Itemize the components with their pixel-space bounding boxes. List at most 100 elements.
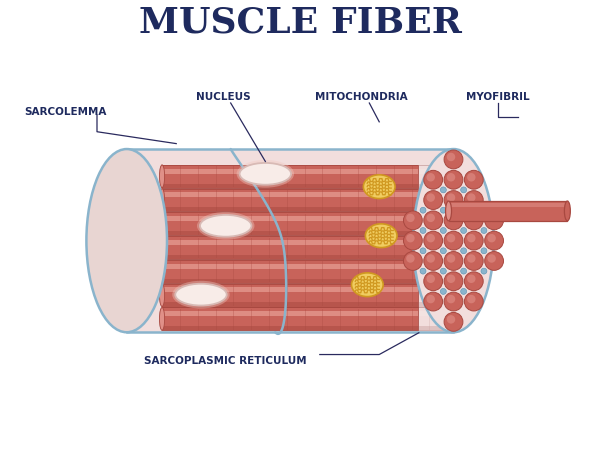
Bar bbox=[127, 149, 454, 332]
Ellipse shape bbox=[160, 260, 164, 283]
Circle shape bbox=[444, 211, 463, 230]
Bar bbox=[162, 307, 418, 330]
Text: MITOCHONDRIA: MITOCHONDRIA bbox=[315, 92, 407, 102]
Bar bbox=[162, 240, 418, 245]
Ellipse shape bbox=[365, 224, 397, 248]
Circle shape bbox=[444, 231, 463, 250]
Circle shape bbox=[424, 292, 443, 311]
Bar bbox=[162, 260, 418, 283]
Circle shape bbox=[440, 228, 446, 234]
Bar bbox=[162, 236, 454, 259]
Ellipse shape bbox=[160, 284, 164, 306]
Ellipse shape bbox=[446, 201, 452, 221]
Circle shape bbox=[427, 194, 435, 202]
Circle shape bbox=[467, 173, 476, 181]
Bar bbox=[162, 264, 418, 269]
Bar bbox=[162, 236, 454, 259]
Bar bbox=[162, 284, 454, 306]
Circle shape bbox=[447, 153, 455, 161]
Circle shape bbox=[447, 295, 455, 303]
Circle shape bbox=[444, 312, 463, 331]
Circle shape bbox=[464, 292, 483, 311]
Bar bbox=[162, 307, 418, 330]
Circle shape bbox=[481, 268, 487, 274]
Ellipse shape bbox=[160, 236, 164, 259]
Bar bbox=[162, 189, 418, 211]
Ellipse shape bbox=[172, 281, 230, 309]
Bar bbox=[162, 216, 418, 221]
Circle shape bbox=[461, 207, 467, 213]
Circle shape bbox=[424, 191, 443, 209]
Circle shape bbox=[464, 231, 483, 250]
Circle shape bbox=[427, 234, 435, 243]
Bar bbox=[162, 260, 454, 283]
Circle shape bbox=[444, 272, 463, 291]
Circle shape bbox=[403, 231, 422, 250]
Bar bbox=[162, 231, 454, 235]
Circle shape bbox=[447, 274, 455, 283]
Bar bbox=[162, 311, 454, 316]
Ellipse shape bbox=[160, 189, 164, 211]
Bar bbox=[162, 212, 454, 235]
Circle shape bbox=[461, 248, 467, 254]
Text: MYOFIBRIL: MYOFIBRIL bbox=[466, 92, 530, 102]
Circle shape bbox=[481, 228, 487, 234]
Circle shape bbox=[420, 207, 426, 213]
Bar bbox=[162, 189, 454, 211]
Ellipse shape bbox=[160, 212, 164, 235]
Text: MUSCLE FIBER: MUSCLE FIBER bbox=[139, 6, 461, 40]
Circle shape bbox=[444, 150, 463, 169]
Circle shape bbox=[487, 234, 496, 243]
Bar bbox=[162, 302, 454, 306]
Circle shape bbox=[427, 274, 435, 283]
Bar bbox=[162, 169, 454, 174]
Circle shape bbox=[444, 252, 463, 270]
Ellipse shape bbox=[364, 175, 395, 198]
Circle shape bbox=[487, 214, 496, 222]
Bar bbox=[162, 236, 418, 259]
Circle shape bbox=[444, 292, 463, 311]
Ellipse shape bbox=[236, 160, 294, 188]
Circle shape bbox=[424, 211, 443, 230]
Ellipse shape bbox=[160, 189, 164, 211]
Circle shape bbox=[420, 248, 426, 254]
Bar bbox=[162, 260, 454, 283]
Bar bbox=[449, 201, 568, 221]
Circle shape bbox=[424, 272, 443, 291]
Bar bbox=[162, 184, 454, 188]
Bar bbox=[162, 307, 454, 330]
Bar bbox=[162, 288, 418, 292]
Text: NUCLEUS: NUCLEUS bbox=[196, 92, 251, 102]
Circle shape bbox=[444, 171, 463, 189]
Bar bbox=[162, 326, 454, 330]
Ellipse shape bbox=[175, 284, 227, 306]
Bar bbox=[162, 207, 418, 212]
Circle shape bbox=[447, 173, 455, 181]
Circle shape bbox=[424, 231, 443, 250]
Circle shape bbox=[467, 274, 476, 283]
Ellipse shape bbox=[160, 284, 164, 306]
Circle shape bbox=[447, 234, 455, 243]
Ellipse shape bbox=[239, 163, 291, 184]
Bar bbox=[162, 231, 418, 235]
Text: SARCOPLASMIC RETICULUM: SARCOPLASMIC RETICULUM bbox=[145, 356, 307, 366]
Bar bbox=[162, 207, 454, 212]
Circle shape bbox=[440, 207, 446, 213]
Ellipse shape bbox=[352, 273, 383, 297]
Bar bbox=[162, 311, 418, 316]
Circle shape bbox=[406, 234, 415, 243]
Bar bbox=[162, 326, 418, 330]
Circle shape bbox=[481, 207, 487, 213]
Bar bbox=[162, 236, 418, 259]
Ellipse shape bbox=[160, 260, 164, 283]
Circle shape bbox=[464, 171, 483, 189]
Circle shape bbox=[447, 254, 455, 263]
Ellipse shape bbox=[413, 149, 494, 332]
Bar bbox=[162, 165, 418, 188]
Bar bbox=[162, 189, 454, 211]
Circle shape bbox=[440, 248, 446, 254]
Circle shape bbox=[464, 191, 483, 209]
Ellipse shape bbox=[565, 201, 571, 221]
Ellipse shape bbox=[197, 212, 254, 240]
Circle shape bbox=[420, 228, 426, 234]
